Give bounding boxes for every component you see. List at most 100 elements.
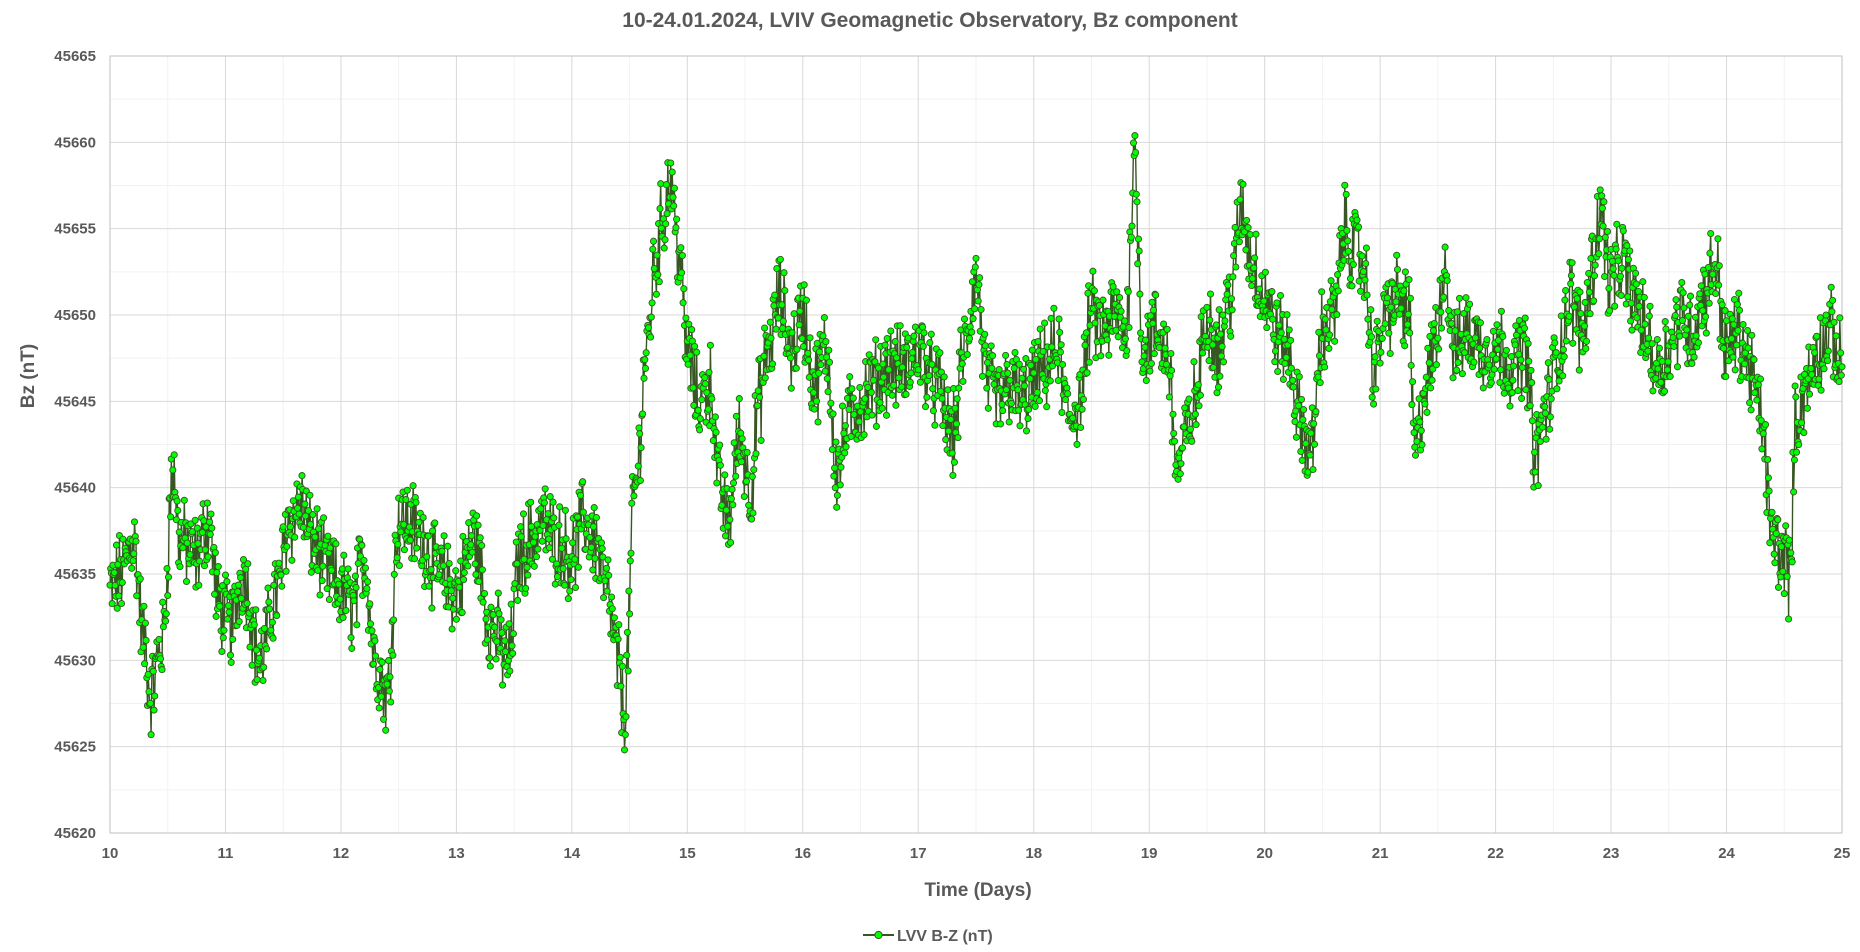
data-point (745, 501, 753, 509)
data-point (1041, 319, 1049, 327)
data-point (880, 373, 888, 381)
data-point (703, 389, 711, 397)
data-point (390, 570, 398, 578)
data-point (831, 464, 839, 472)
data-point (1078, 405, 1086, 413)
data-point (549, 498, 557, 506)
data-point (156, 655, 165, 663)
data-point (1289, 383, 1298, 391)
data-point (435, 571, 443, 579)
data-point (194, 539, 202, 548)
data-point (1672, 296, 1680, 304)
data-point (649, 245, 657, 253)
data-point (1476, 319, 1484, 327)
data-point (472, 570, 480, 579)
data-point (1783, 572, 1791, 581)
data-point (460, 569, 468, 577)
data-point (452, 615, 460, 623)
y-tick-labels: 45620 45625 45630 45635 45640 45645 45650 45655… (54, 48, 96, 842)
data-point (149, 667, 157, 675)
data-point (977, 305, 985, 314)
data-point (800, 281, 808, 289)
data-point (340, 551, 348, 559)
data-point (130, 518, 139, 526)
data-point (1697, 282, 1705, 290)
data-point (385, 687, 393, 695)
data-point (118, 578, 126, 587)
data-point (1619, 227, 1627, 235)
data-point (670, 184, 678, 192)
data-point (1135, 247, 1143, 255)
data-point (1349, 260, 1357, 269)
data-point (1119, 323, 1127, 331)
data-point (1774, 583, 1783, 591)
data-point (1422, 373, 1430, 381)
x-tick-label: 16 (794, 845, 811, 862)
data-point (323, 585, 331, 593)
plot-area-border (109, 55, 1843, 834)
data-point (805, 356, 813, 364)
x-tick-label: 12 (333, 845, 350, 862)
data-point (824, 388, 832, 396)
data-point (318, 577, 326, 585)
data-point (145, 688, 153, 696)
data-point (332, 540, 340, 548)
data-point (530, 538, 538, 546)
data-point (969, 315, 977, 323)
data-point (1097, 352, 1105, 360)
data-point (237, 574, 245, 582)
data-point (1679, 289, 1687, 297)
data-point (753, 402, 762, 410)
data-point (896, 322, 904, 330)
data-point (1236, 195, 1244, 204)
data-point (218, 647, 226, 656)
data-point (1692, 332, 1700, 340)
data-point (1582, 337, 1591, 345)
data-point (1735, 289, 1743, 297)
data-point (1524, 340, 1532, 348)
data-point (663, 210, 671, 218)
data-point (1377, 348, 1385, 356)
data-point (621, 731, 629, 739)
data-point (429, 527, 437, 535)
data-point (929, 385, 937, 393)
data-point (1499, 332, 1507, 341)
data-point (766, 318, 774, 326)
data-point (1061, 396, 1070, 404)
data-point (1031, 402, 1039, 410)
data-point (1526, 402, 1534, 410)
x-tick-label: 18 (1025, 845, 1042, 862)
data-point (368, 627, 376, 635)
data-point (1248, 274, 1256, 283)
data-point (1344, 247, 1352, 255)
data-point (1359, 268, 1368, 276)
data-point (1637, 326, 1645, 334)
data-point (883, 334, 891, 343)
data-point (1312, 408, 1320, 416)
data-point (938, 395, 946, 403)
data-point (1663, 366, 1671, 374)
data-point (1616, 272, 1624, 280)
data-point (885, 366, 893, 374)
data-point (691, 342, 699, 350)
data-point (478, 541, 486, 550)
data-point (1728, 335, 1736, 343)
data-point (1129, 139, 1138, 147)
data-point (788, 329, 796, 337)
data-point (1124, 288, 1132, 296)
data-point (908, 355, 916, 363)
plot-frame (109, 55, 1843, 834)
data-point (1014, 386, 1022, 394)
data-point (902, 390, 910, 398)
data-point (1004, 369, 1012, 377)
data-point (1185, 395, 1193, 403)
data-point (963, 350, 971, 359)
data-point (1047, 314, 1055, 322)
data-point (1235, 238, 1243, 246)
data-point (237, 594, 245, 602)
data-point (1116, 293, 1124, 302)
data-point (291, 533, 299, 541)
data-point (482, 615, 490, 623)
data-point (662, 181, 670, 189)
data-point (914, 366, 922, 374)
